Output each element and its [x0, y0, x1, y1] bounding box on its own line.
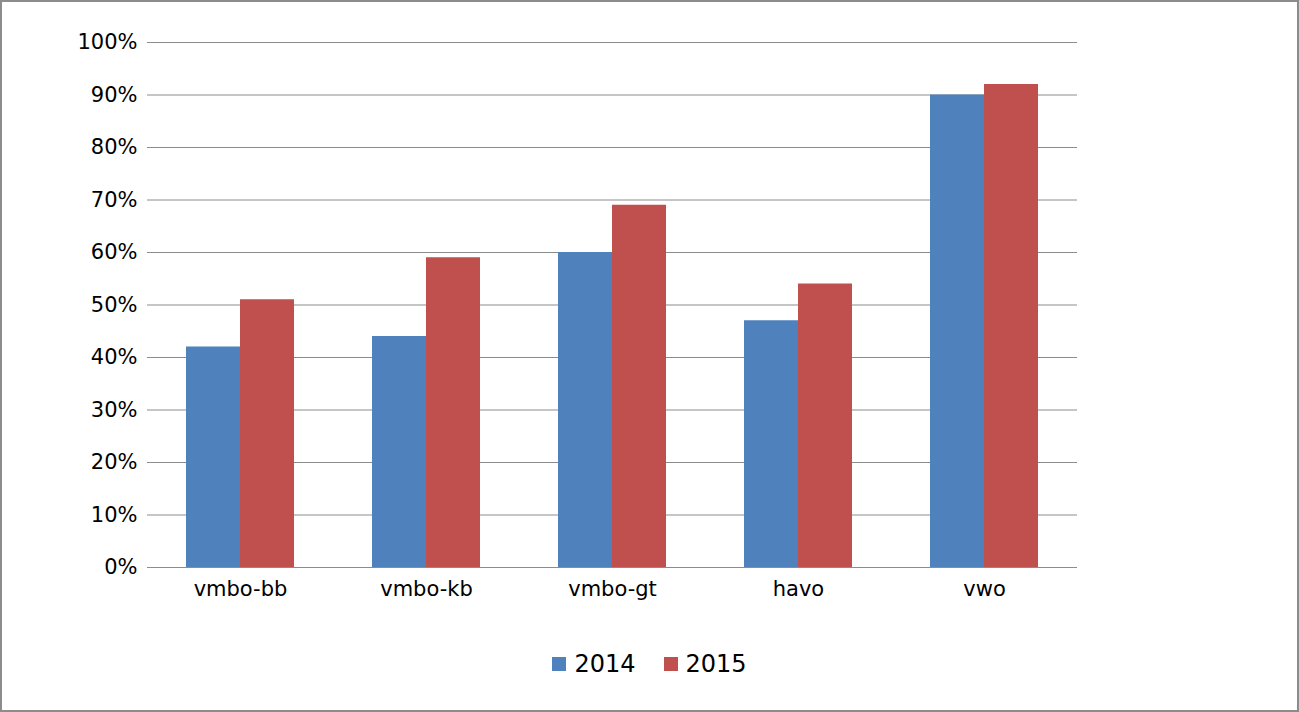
- svg-text:80%: 80%: [91, 135, 138, 159]
- svg-text:70%: 70%: [91, 188, 138, 212]
- svg-text:10%: 10%: [91, 503, 138, 527]
- svg-text:100%: 100%: [77, 30, 137, 54]
- svg-text:vwo: vwo: [963, 577, 1005, 601]
- svg-text:50%: 50%: [91, 293, 138, 317]
- svg-text:30%: 30%: [91, 398, 138, 422]
- svg-text:20%: 20%: [91, 450, 138, 474]
- svg-text:40%: 40%: [91, 345, 138, 369]
- svg-text:0%: 0%: [104, 555, 137, 579]
- svg-text:vmbo-kb: vmbo-kb: [380, 577, 473, 601]
- svg-text:havo: havo: [773, 577, 824, 601]
- svg-text:60%: 60%: [91, 240, 138, 264]
- svg-text:vmbo-gt: vmbo-gt: [568, 577, 657, 601]
- svg-text:vmbo-bb: vmbo-bb: [194, 577, 288, 601]
- svg-text:90%: 90%: [91, 83, 138, 107]
- html-text:2014: 2014: [574, 650, 636, 678]
- html-text:2015: 2015: [685, 650, 747, 678]
